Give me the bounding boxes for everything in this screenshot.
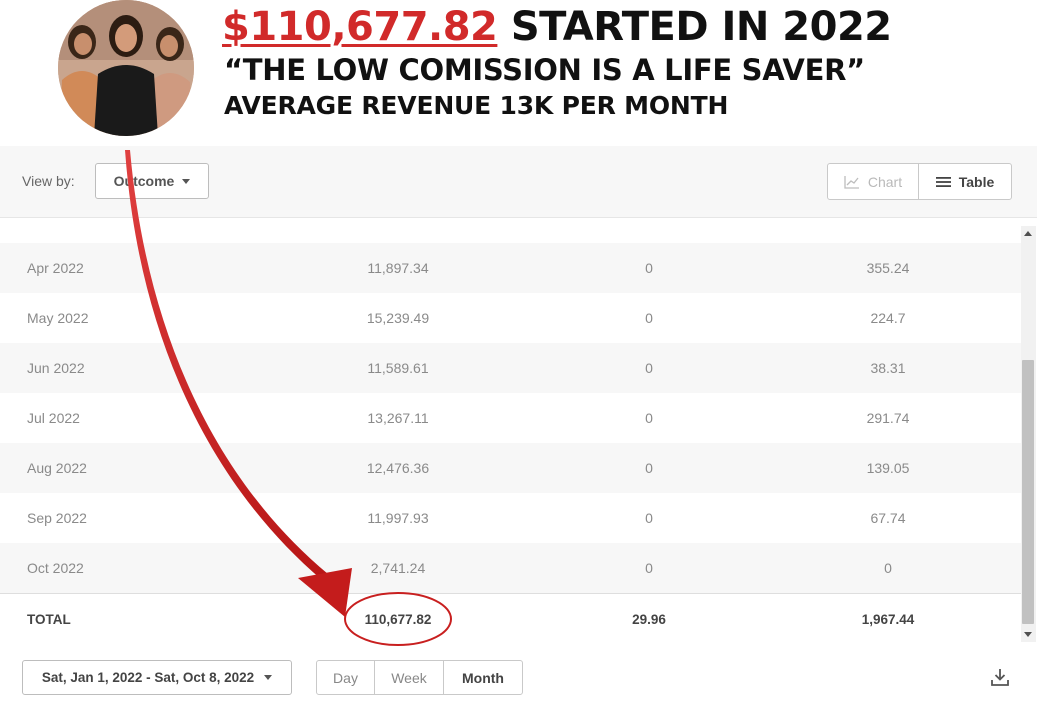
chart-view-label: Chart [867, 173, 903, 190]
promo-banner: $110,677.82 STARTED IN 2022 “THE LOW COM… [0, 0, 1037, 146]
headline-amount: $110,677.82 [222, 4, 498, 50]
cell-col1: 11,997.93 [367, 510, 429, 526]
cell-col2: 0 [645, 410, 653, 426]
period-day-button[interactable]: Day [317, 661, 375, 694]
report-toolbar: View by: Outcome Chart Table [0, 146, 1037, 218]
cell-col2: 0 [645, 560, 653, 576]
table-row: May 2022 15,239.49 0 224.7 [0, 293, 1021, 343]
line-chart-icon [844, 175, 859, 189]
view-by-label: View by: [22, 173, 75, 189]
avatar-photo [58, 0, 194, 136]
chevron-down-icon [182, 178, 191, 184]
total-col2: 29.96 [632, 611, 666, 627]
cell-col1: 13,267.11 [367, 410, 429, 426]
report-footer: Sat, Jan 1, 2022 - Sat, Oct 8, 2022 Day … [0, 644, 1037, 701]
cell-col3: 224.7 [870, 310, 906, 326]
table-row: Jun 2022 11,589.61 0 38.31 [0, 343, 1021, 393]
cell-col2: 0 [645, 260, 653, 276]
cell-col3: 291.74 [866, 410, 910, 426]
cell-col1: 12,476.36 [366, 460, 430, 476]
scrollbar-thumb[interactable] [1022, 360, 1034, 624]
total-col3: 1,967.44 [861, 611, 915, 627]
download-icon[interactable] [989, 666, 1011, 688]
cell-col3: 38.31 [870, 360, 906, 376]
date-range-label: Sat, Jan 1, 2022 - Sat, Oct 8, 2022 [41, 670, 255, 685]
cell-col3: 67.74 [870, 510, 906, 526]
total-label: TOTAL [27, 611, 71, 627]
table-view-button[interactable]: Table [919, 164, 1011, 199]
table-row: Sep 2022 11,997.93 0 67.74 [0, 493, 1021, 543]
outcome-dropdown-label: Outcome [113, 173, 175, 189]
table-view-label: Table [958, 173, 995, 190]
cell-month: Jul 2022 [27, 410, 80, 426]
cell-col1: 2,741.24 [370, 560, 426, 576]
table-row: Apr 2022 11,897.34 0 355.24 [0, 243, 1021, 293]
cell-month: Aug 2022 [27, 460, 87, 476]
cell-month: Apr 2022 [27, 260, 84, 276]
cell-col2: 0 [645, 460, 653, 476]
chevron-down-icon [264, 675, 273, 680]
outcome-dropdown[interactable]: Outcome [95, 163, 209, 199]
cell-month: Oct 2022 [27, 560, 84, 576]
scroll-down-icon[interactable] [1024, 632, 1032, 637]
total-col1: 110,677.82 [364, 611, 432, 627]
cell-col3: 355.24 [866, 260, 910, 276]
table-row: Oct 2022 2,741.24 0 0 [0, 543, 1021, 593]
table-row-partial [0, 218, 1021, 243]
cell-col3: 139.05 [866, 460, 910, 476]
cell-col1: 11,589.61 [367, 360, 429, 376]
cell-col2: 0 [645, 310, 653, 326]
table-total-row: TOTAL 110,677.82 29.96 1,967.44 [0, 593, 1021, 644]
data-table: Apr 2022 11,897.34 0 355.24 May 2022 15,… [0, 218, 1021, 644]
date-range-picker[interactable]: Sat, Jan 1, 2022 - Sat, Oct 8, 2022 [22, 660, 292, 695]
cell-month: Sep 2022 [27, 510, 87, 526]
cell-month: May 2022 [27, 310, 89, 326]
testimonial-quote: “THE LOW COMISSION IS A LIFE SAVER” [224, 53, 865, 87]
list-icon [935, 176, 951, 187]
headline: $110,677.82 STARTED IN 2022 [222, 4, 892, 50]
chart-view-button[interactable]: Chart [828, 164, 919, 199]
view-toggle: Chart Table [827, 163, 1012, 200]
cell-col3: 0 [884, 560, 892, 576]
headline-rest: STARTED IN 2022 [497, 4, 892, 50]
cell-col1: 15,239.49 [366, 310, 430, 326]
table-row: Aug 2022 12,476.36 0 139.05 [0, 443, 1021, 493]
scroll-up-icon[interactable] [1024, 231, 1032, 236]
period-week-button[interactable]: Week [375, 661, 444, 694]
average-revenue-text: AVERAGE REVENUE 13K PER MONTH [224, 91, 729, 120]
cell-month: Jun 2022 [27, 360, 85, 376]
period-toggle: Day Week Month [316, 660, 523, 695]
table-row: Jul 2022 13,267.11 0 291.74 [0, 393, 1021, 443]
cell-col2: 0 [645, 510, 653, 526]
period-month-button[interactable]: Month [462, 669, 504, 686]
cell-col2: 0 [645, 360, 653, 376]
avatar-illustration [58, 0, 194, 136]
cell-col1: 11,897.34 [367, 260, 429, 276]
